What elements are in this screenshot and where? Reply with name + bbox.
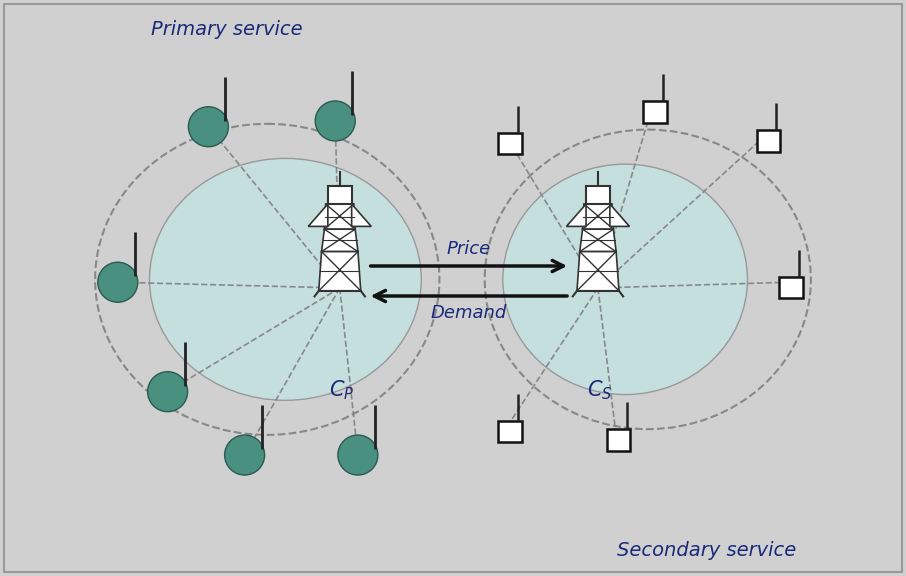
- Text: $C_S$: $C_S$: [587, 378, 612, 401]
- FancyBboxPatch shape: [498, 421, 522, 442]
- Polygon shape: [610, 204, 630, 226]
- Text: $C_P$: $C_P$: [329, 378, 354, 401]
- FancyBboxPatch shape: [328, 186, 352, 204]
- FancyBboxPatch shape: [607, 430, 631, 451]
- Circle shape: [338, 435, 378, 475]
- Polygon shape: [308, 204, 328, 226]
- Polygon shape: [583, 204, 613, 229]
- Circle shape: [98, 262, 138, 302]
- FancyBboxPatch shape: [757, 130, 780, 151]
- Ellipse shape: [503, 164, 747, 395]
- Circle shape: [188, 107, 228, 147]
- FancyBboxPatch shape: [643, 101, 667, 123]
- Text: Demand: Demand: [430, 304, 507, 322]
- Circle shape: [315, 101, 355, 141]
- Polygon shape: [319, 252, 361, 291]
- Text: Price: Price: [447, 240, 491, 258]
- Polygon shape: [577, 252, 619, 291]
- FancyBboxPatch shape: [498, 133, 522, 154]
- Text: Secondary service: Secondary service: [617, 541, 796, 560]
- Polygon shape: [324, 204, 355, 229]
- Ellipse shape: [149, 158, 421, 400]
- FancyBboxPatch shape: [586, 186, 610, 204]
- Polygon shape: [352, 204, 371, 226]
- Circle shape: [225, 435, 265, 475]
- Text: Primary service: Primary service: [150, 20, 303, 39]
- Polygon shape: [322, 229, 358, 252]
- Circle shape: [148, 372, 188, 412]
- Polygon shape: [566, 204, 586, 226]
- FancyBboxPatch shape: [779, 277, 803, 298]
- Polygon shape: [580, 229, 616, 252]
